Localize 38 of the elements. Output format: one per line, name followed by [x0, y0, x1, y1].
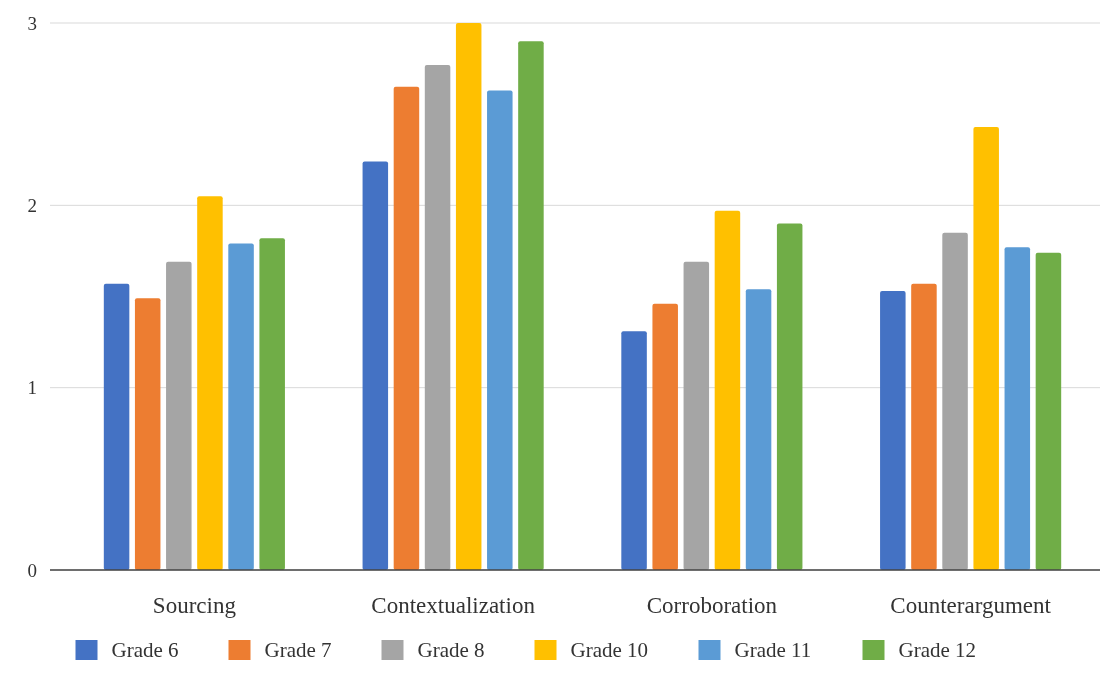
bar [487, 90, 513, 570]
bar [942, 232, 968, 570]
bar [1035, 252, 1062, 570]
bar [197, 196, 223, 570]
bar [166, 261, 192, 570]
bar [424, 64, 451, 570]
legend-label: Grade 11 [734, 638, 812, 662]
bar [103, 283, 130, 570]
bar [228, 243, 254, 570]
bar [1004, 247, 1031, 570]
legend-label: Grade 6 [111, 638, 179, 662]
bar [259, 238, 285, 570]
bar [745, 289, 772, 570]
bar [911, 283, 937, 570]
legend-label: Grade 10 [570, 638, 649, 662]
x-tick-label: Corroboration [646, 593, 778, 618]
y-tick-label: 2 [27, 194, 37, 216]
y-tick-label: 3 [27, 12, 37, 34]
bar [621, 331, 647, 570]
bar [518, 41, 544, 570]
bar [973, 126, 999, 570]
bar [683, 261, 710, 570]
bar [134, 298, 161, 570]
bar [714, 210, 741, 570]
bar [880, 291, 906, 570]
y-tick-label: 1 [27, 377, 37, 399]
x-tick-label: Contextualization [371, 593, 536, 618]
x-tick-label: Counterargument [890, 593, 1052, 618]
y-tick-label: 0 [27, 559, 37, 581]
legend-label: Grade 7 [264, 638, 332, 662]
bar [652, 303, 678, 570]
bar [393, 86, 420, 570]
x-tick-label: Sourcing [152, 593, 237, 618]
bar [776, 223, 803, 570]
legend-label: Grade 12 [898, 638, 977, 662]
legend-label: Grade 8 [417, 638, 485, 662]
bar [455, 23, 482, 570]
bar [362, 161, 389, 570]
